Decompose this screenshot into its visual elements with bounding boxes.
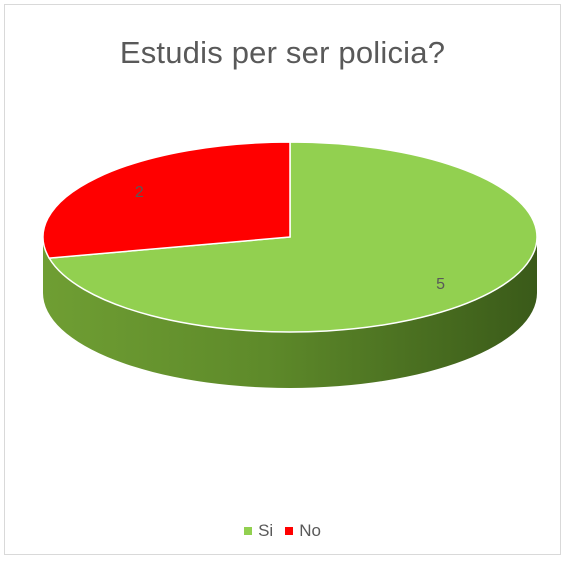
chart-title: Estudis per ser policia?	[119, 35, 446, 70]
pie-slice-no	[42, 141, 291, 259]
data-label-si: 5	[436, 276, 445, 293]
pie-side-wall	[43, 237, 537, 388]
legend-swatch-no-icon	[285, 527, 294, 535]
pie-slice-si	[47, 141, 538, 333]
legend-label-si: Si	[258, 521, 274, 540]
legend-swatch-si-icon	[244, 527, 253, 535]
data-label-no: 2	[135, 184, 144, 201]
legend-label-no: No	[299, 521, 321, 540]
legend: Si No	[5, 521, 560, 541]
legend-item-si: Si	[244, 521, 273, 541]
pie-chart: 52	[42, 141, 538, 388]
legend-item-no: No	[285, 521, 321, 541]
